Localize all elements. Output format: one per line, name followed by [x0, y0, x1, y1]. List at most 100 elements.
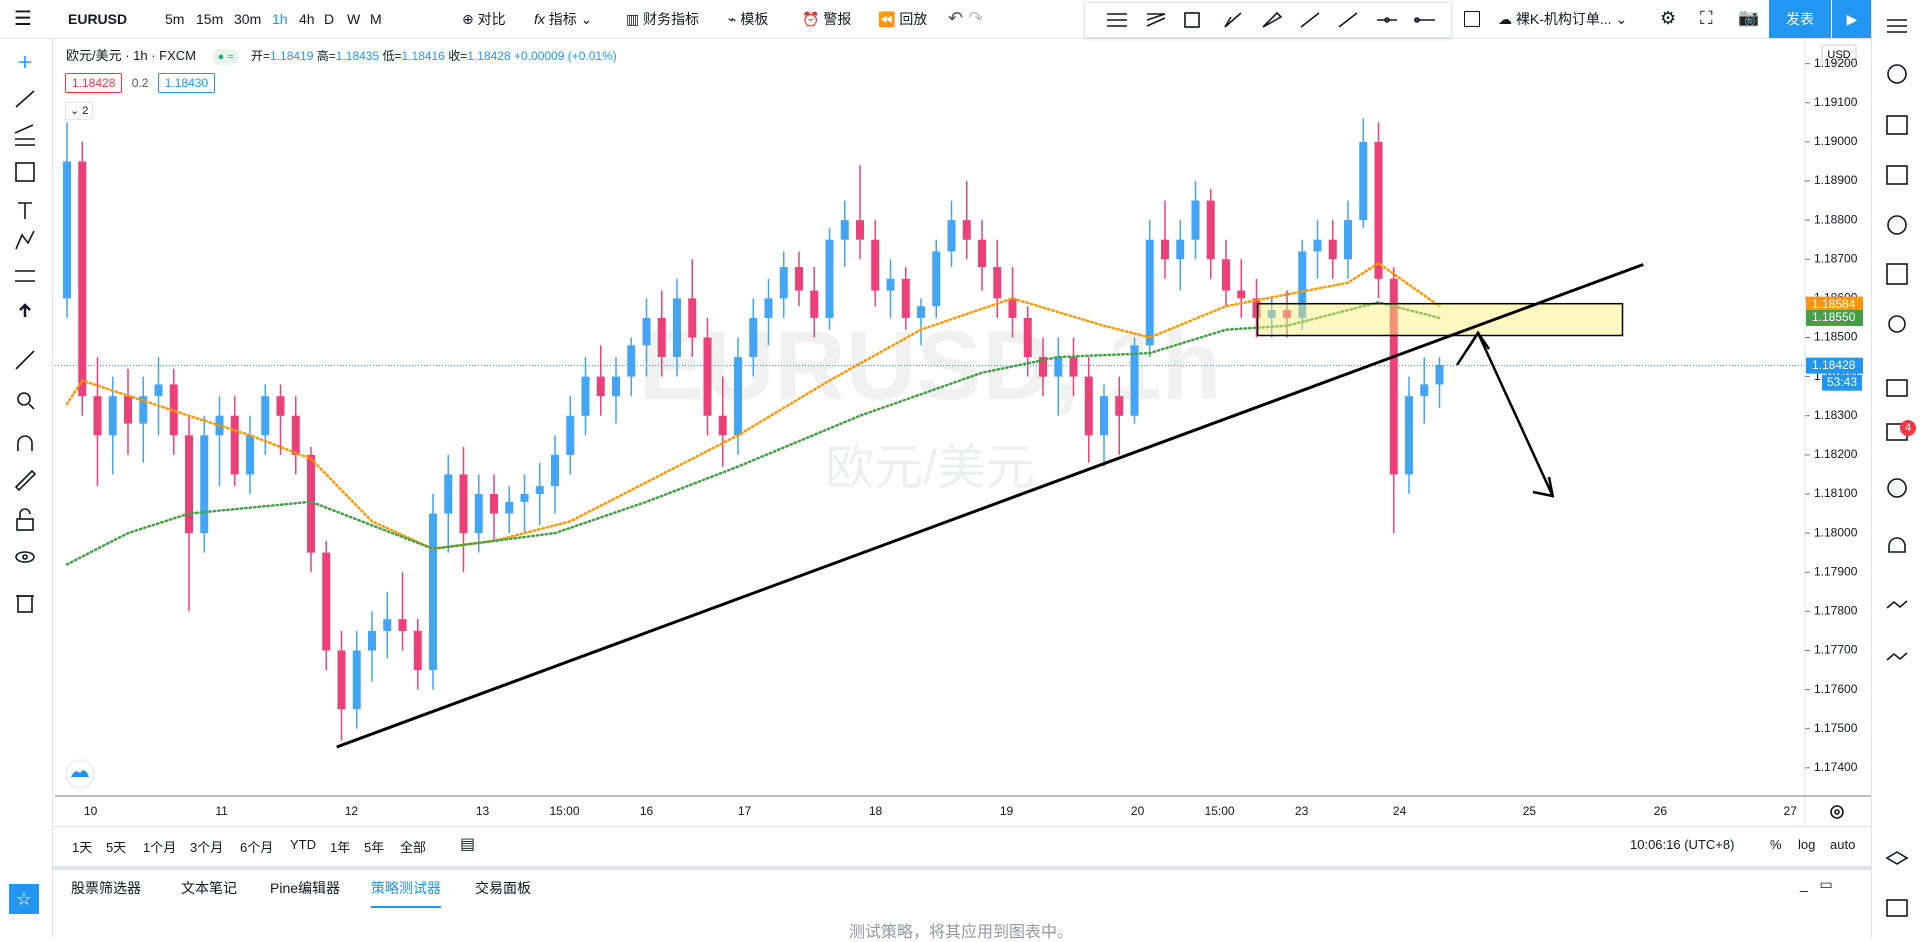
candle-body: [1237, 290, 1246, 299]
top-toolbar: [0, 0, 1871, 39]
panel-tab[interactable]: 策略测试器: [371, 878, 441, 908]
candle-body: [1435, 364, 1444, 385]
snapshot-button[interactable]: 📷: [1738, 8, 1760, 27]
y-tick-label: 1.18700: [1814, 251, 1858, 265]
range-button[interactable]: YTD: [290, 837, 316, 852]
date-range-icon[interactable]: ▤: [460, 836, 476, 853]
candle-body: [825, 239, 834, 318]
settings-button[interactable]: ⚙: [1660, 8, 1677, 28]
sidebar-icons: [1885, 19, 1909, 917]
ask[interactable]: 1.18430: [157, 73, 216, 93]
candle-body: [642, 317, 651, 346]
legend-title[interactable]: 欧元/美元 · 1h · FXCM: [66, 48, 197, 63]
y-tick-label: 1.18000: [1814, 525, 1858, 539]
bid[interactable]: 1.18428: [65, 73, 123, 93]
candle-body: [200, 435, 209, 534]
candle-body: [459, 474, 468, 534]
range-button[interactable]: 5年: [364, 840, 385, 855]
watermark-name: 欧元/美元: [825, 441, 1035, 495]
log-toggle[interactable]: log: [1798, 837, 1816, 852]
fullscreen-button[interactable]: ⛶: [1700, 8, 1713, 28]
layout-button[interactable]: ☁ 裸K-机构订单... ⌄: [1498, 11, 1628, 27]
y-tick-label: 1.19200: [1814, 56, 1858, 70]
y-tick-label: 1.17400: [1814, 760, 1858, 774]
plot: [55, 118, 1805, 741]
range-button[interactable]: 1年: [330, 840, 351, 855]
candle-body: [1039, 357, 1047, 377]
candle-body: [78, 161, 87, 397]
publish-button[interactable]: 发表: [1769, 0, 1831, 38]
play-button[interactable]: ▶: [1831, 0, 1872, 38]
interval[interactable]: 1h: [272, 11, 288, 27]
interval[interactable]: 4h: [299, 11, 315, 27]
templates-button[interactable]: ⌁ 模板: [728, 11, 769, 27]
indicators-button[interactable]: fx 指标 ⌄: [534, 11, 593, 27]
candle-body: [1389, 278, 1398, 475]
zone-rectangle[interactable]: [1256, 302, 1624, 337]
interval[interactable]: W: [347, 11, 361, 27]
candle-body: [1298, 251, 1307, 318]
candle-body: [734, 357, 742, 436]
interval[interactable]: M: [370, 11, 382, 27]
watchlist-star[interactable]: ☆: [9, 884, 39, 914]
change: +0.00009 (+0.01%): [514, 49, 617, 63]
range-button[interactable]: 1天: [72, 840, 93, 855]
candle-body: [307, 454, 315, 553]
candle-body: [1405, 396, 1413, 475]
sidebar-icon-set[interactable]: [1885, 19, 1909, 917]
financials-button[interactable]: ▥ 财务指标: [626, 11, 700, 27]
y-tick-label: 1.17900: [1814, 564, 1858, 578]
range-button[interactable]: 6个月: [240, 840, 274, 855]
candle-body: [398, 619, 407, 631]
layout-name: 裸K-机构订单...: [1515, 11, 1612, 27]
menu-icon[interactable]: ☰: [14, 8, 32, 30]
panel-tab[interactable]: 交易面板: [475, 880, 531, 896]
path-arrow[interactable]: [1455, 330, 1554, 497]
candle-body: [871, 239, 880, 291]
symbol[interactable]: EURUSD: [68, 11, 128, 27]
auto-toggle[interactable]: auto: [1830, 837, 1856, 852]
drawing-toolbar: [1084, 2, 1452, 38]
compare-button[interactable]: ⊕ 对比: [462, 11, 506, 27]
y-tick-label: 1.17600: [1814, 682, 1858, 696]
range-button[interactable]: 全部: [400, 840, 427, 855]
undo-redo[interactable]: ↶ ↷: [948, 8, 984, 28]
alerts-button[interactable]: ⏰ 警报: [802, 11, 852, 27]
range-button[interactable]: 3个月: [190, 840, 224, 855]
currency-box[interactable]: [1821, 44, 1857, 64]
panel-tab[interactable]: 文本笔记: [181, 880, 237, 896]
range-button[interactable]: 5天: [106, 840, 127, 855]
y-tick-label: 1.18800: [1814, 212, 1858, 226]
replay-button[interactable]: ⏪ 回放: [878, 11, 928, 27]
panel-controls[interactable]: _ ▭: [1800, 876, 1833, 892]
left-toolbar: [0, 39, 53, 937]
indicator-toggle[interactable]: ⌄ 2: [65, 102, 94, 120]
rectangle-tool[interactable]: [1464, 11, 1480, 27]
candle-body: [261, 396, 270, 436]
percent-toggle[interactable]: %: [1770, 837, 1782, 852]
candle-body: [1222, 259, 1230, 291]
settings-icon[interactable]: [1830, 805, 1844, 819]
interval[interactable]: 15m: [196, 11, 224, 27]
drawing-tools: [1107, 11, 1435, 28]
candle-body: [795, 267, 803, 291]
candle-body: [185, 435, 193, 534]
interval[interactable]: D: [324, 11, 335, 27]
y-tick-label: 1.17700: [1814, 643, 1858, 657]
drawing-tool-icons[interactable]: [1107, 11, 1435, 28]
range-button[interactable]: 1个月: [143, 840, 177, 855]
panel-tab[interactable]: 股票筛选器: [71, 880, 141, 896]
candle-body: [139, 396, 148, 424]
y-tick-label: 1.18900: [1814, 173, 1858, 187]
tool-icons[interactable]: [14, 56, 37, 613]
high-label: 高=: [316, 49, 336, 63]
market-status: ● ≈: [211, 49, 240, 65]
interval[interactable]: 5m: [165, 11, 185, 27]
candle-body: [917, 306, 925, 318]
candle-body: [246, 435, 254, 475]
candle-body: [1283, 310, 1291, 318]
trend-line[interactable]: [336, 263, 1644, 749]
panel-tab[interactable]: Pine编辑器: [270, 880, 341, 896]
candle-body: [764, 298, 773, 318]
interval[interactable]: 30m: [234, 11, 262, 27]
